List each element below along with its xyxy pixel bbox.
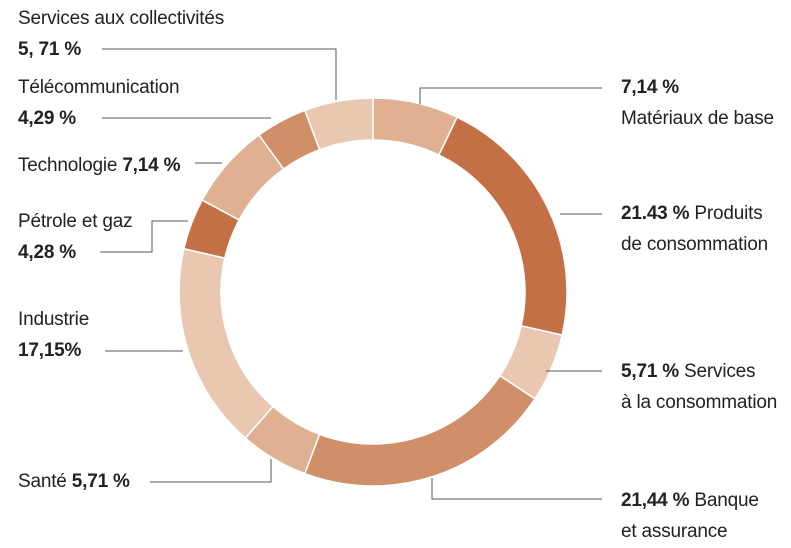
leader-line-3: [431, 478, 602, 500]
label-telecom-value: 4,29 %: [18, 108, 76, 129]
label-materiaux: 7,14 % Matériaux de base: [621, 72, 774, 134]
slice-3: [303, 374, 536, 487]
label-services-coll: Services aux collectivités 5, 71 %: [18, 3, 224, 65]
label-produits: 21.43 % Produits de consommation: [621, 198, 768, 260]
label-industrie-value: 17,15%: [18, 340, 82, 361]
label-sante-value: 5,71 %: [71, 471, 130, 492]
label-petrole-value: 4,28 %: [18, 242, 76, 263]
slice-9: [303, 97, 374, 151]
leader-line-9: [102, 48, 337, 100]
label-services-conso-value: 5,71 %: [621, 361, 679, 382]
label-services-conso-name2: à la consommation: [621, 392, 778, 413]
label-banque: 21,44 % Banque et assurance: [621, 485, 759, 547]
slice-1: [437, 116, 568, 337]
leader-line-4: [150, 459, 272, 483]
label-technologie-name: Technologie: [18, 155, 118, 176]
label-produits-value: 21.43 %: [621, 203, 690, 224]
label-technologie: Technologie 7,14 %: [18, 150, 180, 181]
label-materiaux-name: Matériaux de base: [621, 108, 774, 129]
label-services-conso: 5,71 % Services à la consommation: [621, 356, 777, 418]
label-produits-name2: de consommation: [621, 234, 768, 255]
label-telecom-name: Télécommunication: [18, 77, 180, 98]
label-services-conso-name1: Services: [684, 361, 756, 382]
label-petrole-name: Pétrole et gaz: [18, 211, 133, 232]
leader-line-6: [100, 220, 188, 253]
label-services-coll-name: Services aux collectivités: [18, 8, 224, 29]
label-petrole: Pétrole et gaz 4,28 %: [18, 206, 133, 268]
label-banque-value: 21,44 %: [621, 490, 690, 511]
slice-5: [178, 247, 275, 440]
label-produits-name1: Produits: [694, 203, 763, 224]
label-industrie-name: Industrie: [18, 309, 90, 330]
label-industrie: Industrie 17,15%: [18, 304, 89, 366]
leader-line-0: [419, 87, 602, 104]
label-banque-name2: et assurance: [621, 521, 728, 542]
label-sante: Santé 5,71 %: [18, 466, 130, 497]
label-technologie-value: 7,14 %: [122, 155, 181, 176]
label-telecom: Télécommunication 4,29 %: [18, 72, 180, 134]
label-banque-name1: Banque: [694, 490, 759, 511]
label-services-coll-value: 5, 71 %: [18, 39, 82, 60]
label-sante-name: Santé: [18, 471, 67, 492]
label-materiaux-value: 7,14 %: [621, 77, 679, 98]
